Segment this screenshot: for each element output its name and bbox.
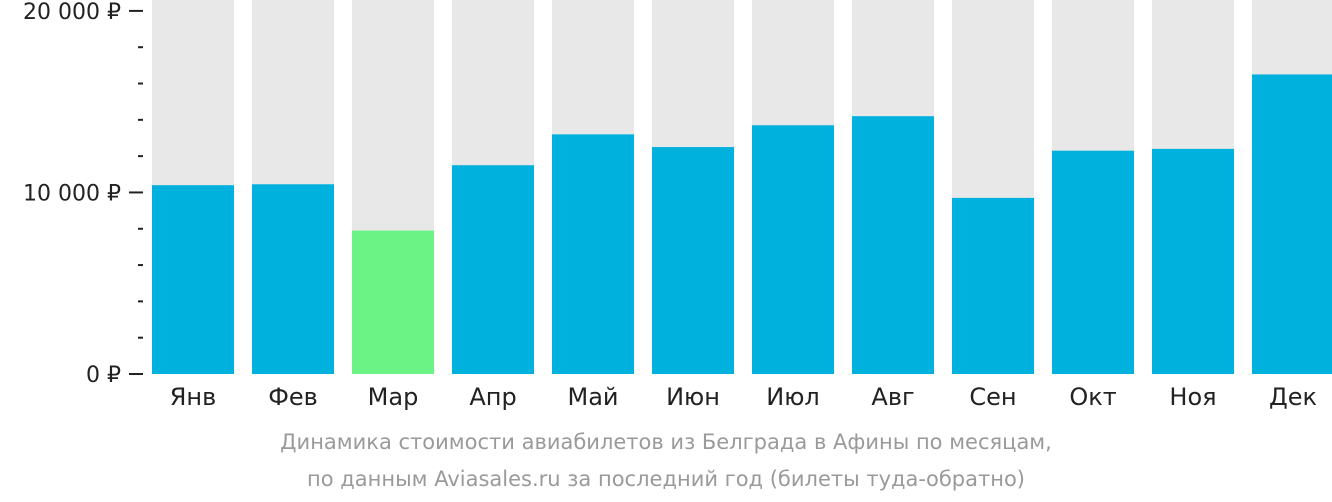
bar-5[interactable] — [652, 147, 734, 374]
bars — [152, 74, 1332, 374]
y-tick-label-2: 20 000 ₽ — [23, 0, 121, 25]
bar-7[interactable] — [852, 116, 934, 374]
y-tick-label-1: 10 000 ₽ — [23, 181, 121, 206]
y-tick-label-0: 0 ₽ — [86, 363, 121, 388]
x-tick-label-1: Фев — [268, 383, 318, 411]
bar-2[interactable] — [352, 230, 434, 374]
x-tick-label-6: Июл — [766, 383, 820, 411]
bar-3[interactable] — [452, 165, 534, 374]
bar-6[interactable] — [752, 125, 834, 374]
x-tick-label-2: Мар — [368, 383, 419, 411]
x-tick-label-4: Май — [567, 383, 618, 411]
x-tick-label-11: Дек — [1269, 383, 1317, 411]
bar-10[interactable] — [1152, 148, 1234, 374]
x-tick-label-10: Ноя — [1169, 383, 1216, 411]
x-tick-label-3: Апр — [469, 383, 516, 411]
bar-4[interactable] — [552, 134, 634, 374]
x-tick-label-7: Авг — [871, 383, 914, 411]
x-tick-label-9: Окт — [1069, 383, 1116, 411]
x-tick-label-5: Июн — [666, 383, 720, 411]
x-axis-labels: Янв Фев Мар Апр Май Июн Июл Авг Сен Окт Ноя Дек — [170, 383, 1317, 411]
chart-caption-line-1: Динамика стоимости авиабилетов из Белгра… — [280, 430, 1052, 454]
x-tick-label-8: Сен — [969, 383, 1016, 411]
chart-caption-line-2: по данным Aviasales.ru за последний год … — [307, 467, 1025, 491]
bar-1[interactable] — [252, 184, 334, 374]
y-axis: 0 ₽ 10 000 ₽ 20 000 ₽ — [23, 0, 143, 388]
bar-11[interactable] — [1252, 74, 1332, 374]
bar-9[interactable] — [1052, 150, 1134, 374]
x-tick-label-0: Янв — [170, 383, 217, 411]
bar-0[interactable] — [152, 185, 234, 374]
bar-8[interactable] — [952, 197, 1034, 374]
